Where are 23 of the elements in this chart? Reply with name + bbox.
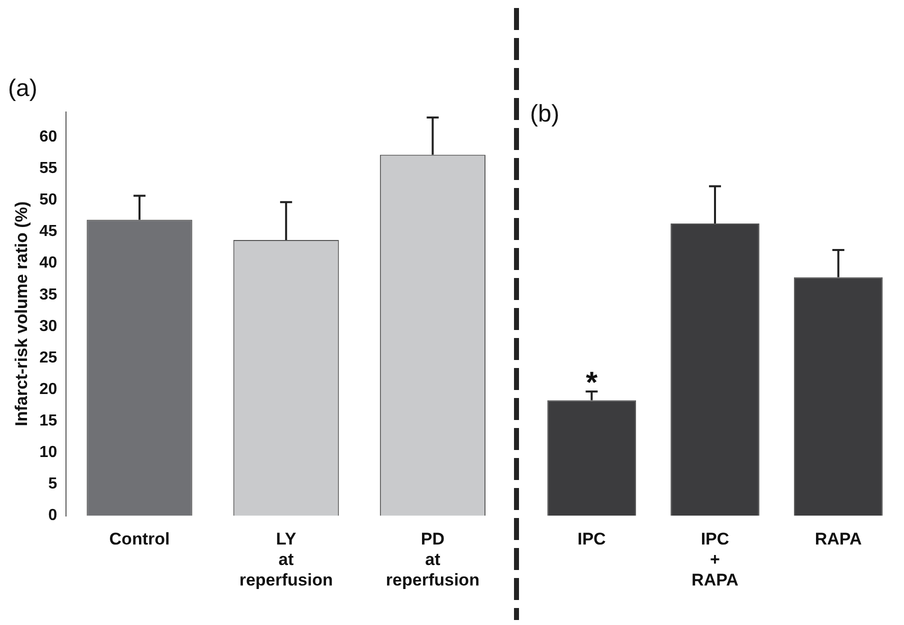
y-tick-label: 20 bbox=[39, 380, 58, 398]
y-tick-label: 30 bbox=[39, 318, 58, 335]
x-tick-label: RAPA bbox=[814, 530, 862, 549]
y-tick-label: 45 bbox=[39, 223, 58, 240]
x-tick-label: IPC bbox=[577, 530, 606, 549]
x-tick-label: IPC + RAPA bbox=[692, 530, 738, 590]
x-tick-label: Control bbox=[109, 530, 170, 549]
y-tick-label: 10 bbox=[39, 444, 58, 462]
y-axis-title: Infarct-risk volume ratio (%) bbox=[12, 201, 31, 426]
x-tick-label: PD at reperfusion bbox=[386, 530, 480, 590]
y-tick-label: 35 bbox=[39, 286, 58, 304]
y-tick-label: 40 bbox=[39, 254, 58, 272]
y-tick-label: 15 bbox=[39, 412, 58, 430]
y-tick-label: 25 bbox=[39, 349, 58, 366]
y-tick-label: 0 bbox=[48, 507, 58, 524]
y-tick-label: 60 bbox=[39, 128, 58, 146]
y-tick-label: 55 bbox=[39, 160, 58, 178]
chart-title: (b) bbox=[530, 100, 560, 128]
x-tick-label: LY at reperfusion bbox=[239, 530, 333, 590]
annotation: * bbox=[586, 366, 598, 400]
y-tick-label: 50 bbox=[39, 192, 58, 209]
chart-title: (a) bbox=[8, 75, 38, 102]
y-tick-label: 5 bbox=[48, 476, 58, 493]
